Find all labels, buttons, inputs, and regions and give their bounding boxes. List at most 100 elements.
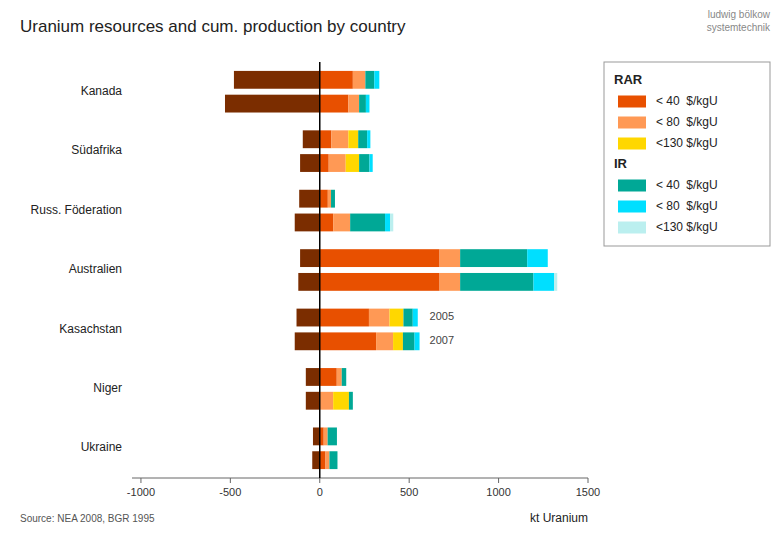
bar-segment <box>554 273 557 291</box>
bar-segment <box>320 332 376 350</box>
source: Source: NEA 2008, BGR 1995 <box>20 513 155 524</box>
bar-segment <box>300 154 320 172</box>
bar-segment <box>390 214 393 232</box>
y-tick-label: Australien <box>69 262 122 276</box>
bar-segment <box>365 71 374 89</box>
bar-segment <box>376 332 393 350</box>
bar-segment <box>547 249 548 267</box>
bar-segment <box>385 214 390 232</box>
legend-group-label: RAR <box>614 72 643 87</box>
bar-segment <box>346 154 359 172</box>
bar-segment <box>328 427 337 445</box>
bar-segment <box>234 71 320 89</box>
bar-segment <box>440 273 461 291</box>
bar-segment <box>403 332 415 350</box>
bar-segment <box>372 154 373 172</box>
bar-segment <box>370 130 371 148</box>
x-tick <box>319 478 320 483</box>
bar-segment <box>331 190 335 208</box>
bar-segment <box>337 451 338 469</box>
bar-segment <box>329 451 337 469</box>
legend-label: <130 $/kgU <box>656 136 718 150</box>
x-tick <box>140 478 141 483</box>
x-tick-label: -1000 <box>127 486 155 498</box>
legend-swatch <box>618 96 646 108</box>
bar-segment <box>320 214 333 232</box>
bar-segment <box>306 368 320 386</box>
y-tick-label: Niger <box>93 381 122 395</box>
x-tick <box>588 478 589 483</box>
bar-segment <box>415 332 420 350</box>
bar-segment <box>352 392 353 410</box>
bar-segment <box>225 95 320 113</box>
legend-swatch <box>618 117 646 129</box>
bar-segment <box>533 273 554 291</box>
bar-segment <box>349 392 353 410</box>
legend-group-label: IR <box>614 156 628 171</box>
bar-segment <box>312 451 320 469</box>
bar-segment <box>440 249 461 267</box>
bar-segment <box>337 368 342 386</box>
bars <box>225 71 557 469</box>
bar-segment <box>346 368 347 386</box>
bar-segment <box>320 95 349 113</box>
x-tick-label: 1500 <box>576 486 600 498</box>
y-tick-label: Südafrika <box>71 143 122 157</box>
credit: ludwig bölkowsystemtechnik <box>707 9 771 33</box>
bar-segment <box>350 214 385 232</box>
credit-line: systemtechnik <box>707 22 771 33</box>
bar-segment <box>336 427 337 445</box>
bar-segment <box>374 71 379 89</box>
bar-segment <box>342 368 346 386</box>
legend-label: < 80 $/kgU <box>656 199 718 213</box>
title: Uranium resources and cum. production by… <box>20 17 406 36</box>
bar-segment <box>413 309 418 327</box>
bar-segment <box>334 190 335 208</box>
bar-segment <box>367 130 370 148</box>
annotation: 2005 <box>430 310 454 322</box>
bar-segment <box>295 214 320 232</box>
legend-swatch <box>618 138 646 150</box>
bar-segment <box>369 154 372 172</box>
bar-segment <box>346 368 347 386</box>
zero-line <box>319 62 321 478</box>
bar-segment <box>393 332 403 350</box>
bar-segment <box>298 273 319 291</box>
bar-segment <box>325 451 329 469</box>
annotation: 2007 <box>430 334 454 346</box>
bar-segment <box>313 427 320 445</box>
bar-segment <box>379 71 380 89</box>
bar-segment <box>419 332 420 350</box>
bar-segment <box>417 309 418 327</box>
legend: RAR < 40 $/kgU < 80 $/kgU <130 $/kgU IR < 40 … <box>604 62 770 246</box>
bar-segment <box>331 130 348 148</box>
bar-segment <box>320 368 337 386</box>
x-tick <box>498 478 499 483</box>
bar-segment <box>366 95 370 113</box>
bar-segment <box>320 273 440 291</box>
bar-segment <box>390 309 404 327</box>
bar-segment <box>460 249 527 267</box>
bar-segment <box>320 71 353 89</box>
x-axis: -1000-500050010001500 <box>127 478 600 498</box>
x-tick-label: 500 <box>400 486 418 498</box>
legend-swatch <box>618 222 646 234</box>
bar-segment <box>359 154 369 172</box>
legend-label: < 40 $/kgU <box>656 94 718 108</box>
legend-label: < 40 $/kgU <box>656 178 718 192</box>
bar-segment <box>336 427 337 445</box>
bar-segment <box>359 95 366 113</box>
x-tick <box>230 478 231 483</box>
bar-segment <box>353 71 366 89</box>
y-tick-label: Kanada <box>81 84 123 98</box>
legend-swatch <box>618 201 646 213</box>
bar-segment <box>306 392 320 410</box>
legend-label: <130 $/kgU <box>656 220 718 234</box>
bar-segment <box>333 214 350 232</box>
bar-segment <box>337 451 338 469</box>
bar-segment <box>297 309 320 327</box>
bar-segment <box>324 427 328 445</box>
x-tick-label: -500 <box>219 486 241 498</box>
x-tick-label: 0 <box>317 486 323 498</box>
x-axis-line <box>132 478 588 479</box>
